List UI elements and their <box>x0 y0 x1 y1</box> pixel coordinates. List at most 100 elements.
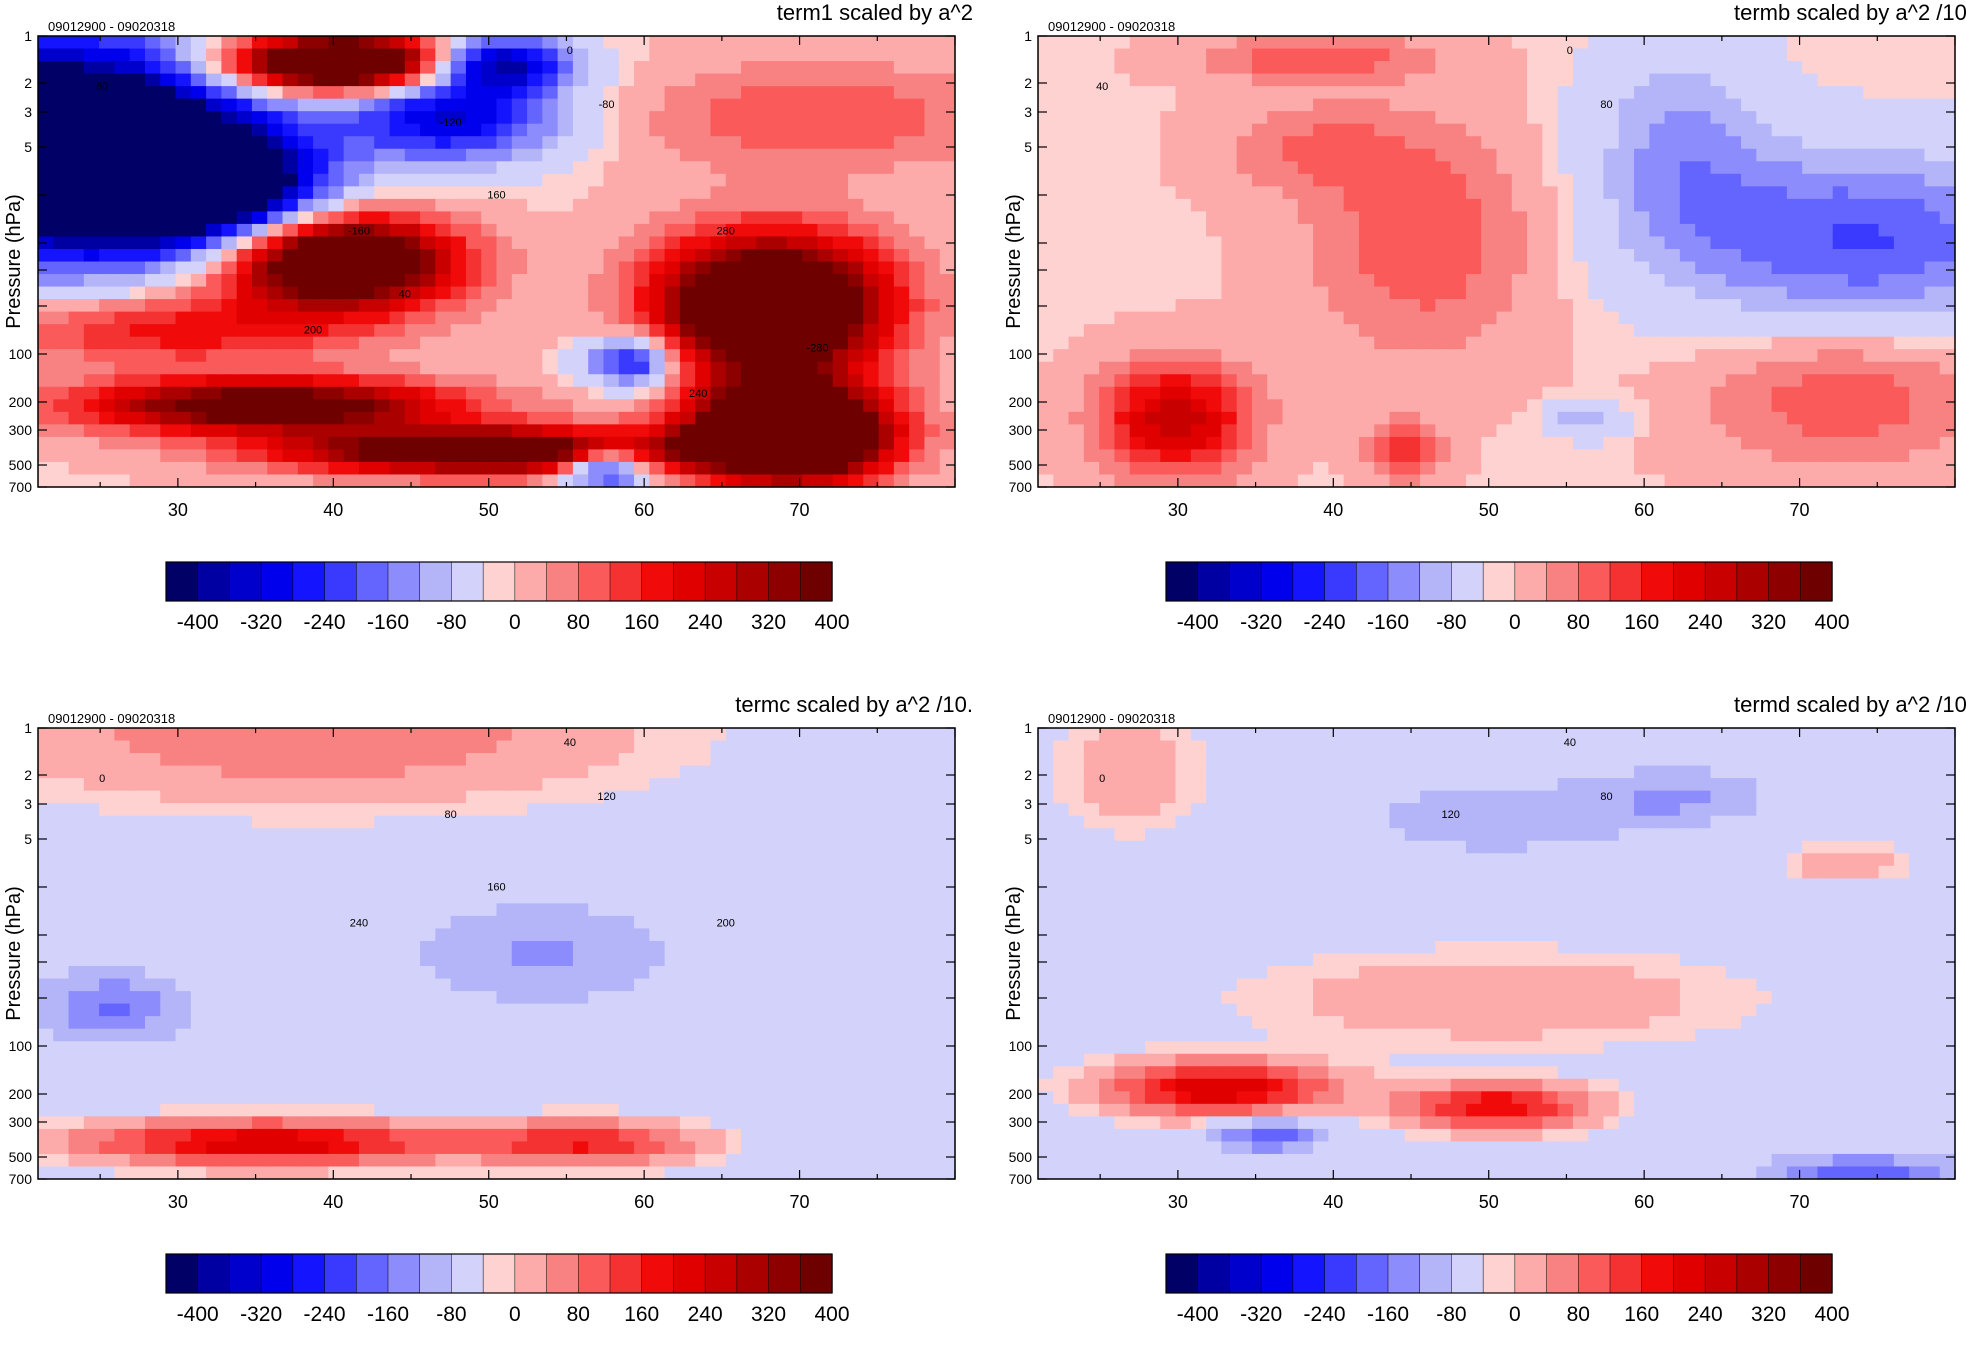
contour-cell <box>863 111 879 124</box>
contour-cell <box>191 1104 207 1117</box>
contour-cell <box>1221 186 1237 199</box>
contour-cell <box>1940 312 1956 325</box>
contour-cell <box>772 412 788 425</box>
contour-cell <box>313 349 329 362</box>
contour-cell <box>1649 274 1665 287</box>
contour-cell <box>527 149 543 162</box>
contour-cell <box>680 111 696 124</box>
contour-cell <box>1374 337 1390 350</box>
contour-cell <box>909 111 925 124</box>
contour-cell <box>267 99 283 112</box>
contour-cell <box>1909 299 1925 312</box>
contour-cell <box>221 99 237 112</box>
contour-cell <box>1298 186 1314 199</box>
contour-cell <box>1451 36 1467 49</box>
contour-cell <box>38 916 54 929</box>
contour-cell <box>374 462 390 475</box>
contour-cell <box>390 249 406 262</box>
contour-cell <box>1206 199 1222 212</box>
contour-cell <box>191 891 207 904</box>
contour-cell <box>53 1066 69 1079</box>
contour-cell <box>69 816 85 829</box>
contour-cell <box>1176 161 1192 174</box>
contour-cell <box>374 262 390 275</box>
contour-cell <box>1497 387 1513 400</box>
contour-cell <box>1848 274 1864 287</box>
contour-cell <box>1603 274 1619 287</box>
contour-cell <box>1420 287 1436 300</box>
contour-cell <box>206 866 222 879</box>
contour-cell <box>191 174 207 187</box>
contour-cell <box>527 174 543 187</box>
contour-cell <box>1909 399 1925 412</box>
contour-cell <box>206 1004 222 1017</box>
contour-cell <box>894 299 910 312</box>
contour-cell <box>1756 299 1772 312</box>
contour-cell <box>1940 324 1956 337</box>
contour-cell <box>1069 287 1085 300</box>
contour-cell <box>1588 224 1604 237</box>
contour-cell <box>1359 387 1375 400</box>
contour-cell <box>542 424 558 437</box>
contour-cell <box>680 262 696 275</box>
contour-cell <box>1603 349 1619 362</box>
contour-cell <box>344 262 360 275</box>
contour-cell <box>114 61 130 74</box>
contour-cell <box>1114 174 1130 187</box>
contour-cell <box>435 136 451 149</box>
contour-cell <box>1435 249 1451 262</box>
contour-cell <box>1542 111 1558 124</box>
contour-cell <box>99 791 115 804</box>
contour-cell <box>1787 86 1803 99</box>
contour-cell <box>1558 136 1574 149</box>
contour-label: 80 <box>1600 99 1612 111</box>
contour-cell <box>114 841 130 854</box>
contour-cell <box>1114 374 1130 387</box>
contour-cell <box>512 399 528 412</box>
contour-cell <box>176 349 192 362</box>
contour-cell <box>1420 449 1436 462</box>
contour-cell <box>160 474 176 487</box>
contour-cell <box>1405 362 1421 375</box>
contour-cell <box>1894 412 1910 425</box>
contour-cell <box>817 399 833 412</box>
contour-cell <box>298 224 314 237</box>
contour-cell <box>1573 224 1589 237</box>
contour-cell <box>1817 337 1833 350</box>
contour-cell <box>99 449 115 462</box>
contour-cell <box>634 199 650 212</box>
contour-cell <box>114 991 130 1004</box>
contour-cell <box>1435 186 1451 199</box>
contour-cell <box>802 99 818 112</box>
contour-cell <box>221 36 237 49</box>
contour-cell <box>787 149 803 162</box>
contour-cell <box>1940 387 1956 400</box>
contour-label: 80 <box>96 81 108 93</box>
contour-cell <box>558 161 574 174</box>
contour-cell <box>405 74 421 87</box>
contour-cell <box>772 174 788 187</box>
contour-cell <box>191 1054 207 1067</box>
contour-cell <box>451 186 467 199</box>
contour-cell <box>1726 136 1742 149</box>
contour-cell <box>405 274 421 287</box>
contour-cell <box>1344 99 1360 112</box>
contour-cell <box>1038 274 1054 287</box>
x-tick-label: 30 <box>168 500 188 520</box>
contour-cell <box>542 337 558 350</box>
contour-cell <box>1451 437 1467 450</box>
contour-cell <box>1252 362 1268 375</box>
contour-cell <box>1328 462 1344 475</box>
contour-cell <box>1267 86 1283 99</box>
contour-cell <box>176 1066 192 1079</box>
contour-cell <box>99 891 115 904</box>
contour-label: 0 <box>1567 45 1573 57</box>
contour-cell <box>1603 199 1619 212</box>
contour-cell <box>1680 74 1696 87</box>
contour-cell <box>69 878 85 891</box>
contour-cell <box>53 387 69 400</box>
contour-cell <box>649 337 665 350</box>
contour-cell <box>1848 299 1864 312</box>
contour-cell <box>53 349 69 362</box>
contour-cell <box>374 287 390 300</box>
